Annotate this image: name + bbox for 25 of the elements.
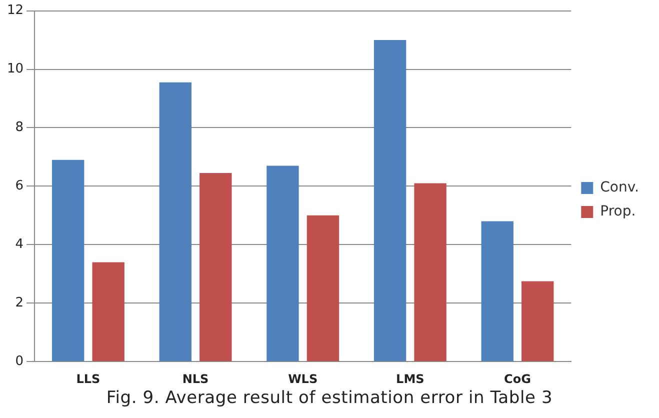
- bar: [92, 262, 124, 362]
- bar: [266, 166, 299, 362]
- y-tick-label: 2: [15, 296, 24, 311]
- y-tick-label: 6: [15, 178, 24, 194]
- legend-label: Conv.: [600, 180, 640, 196]
- x-tick-label: NLS: [182, 372, 209, 386]
- bar: [52, 160, 84, 362]
- bar: [159, 82, 192, 362]
- legend-label: Prop.: [600, 204, 636, 220]
- bar: [414, 183, 446, 362]
- bar: [374, 40, 406, 362]
- x-tick-label: WLS: [288, 372, 318, 386]
- bar: [306, 215, 340, 362]
- y-tick-label: 12: [6, 3, 24, 18]
- x-tick-label: CoG: [504, 372, 531, 386]
- x-tick-label: LLS: [76, 372, 100, 386]
- y-tick-label: 8: [15, 120, 24, 136]
- y-tick-label: 4: [15, 237, 24, 252]
- bar: [522, 281, 554, 362]
- y-tick-label: 10: [6, 62, 24, 77]
- y-tick-label: 0: [15, 354, 24, 369]
- bar: [481, 221, 514, 362]
- x-tick-label: LMS: [396, 372, 424, 386]
- bar: [200, 173, 232, 362]
- caption: Fig. 9. Average result of estimation error in Table 3: [105, 388, 554, 408]
